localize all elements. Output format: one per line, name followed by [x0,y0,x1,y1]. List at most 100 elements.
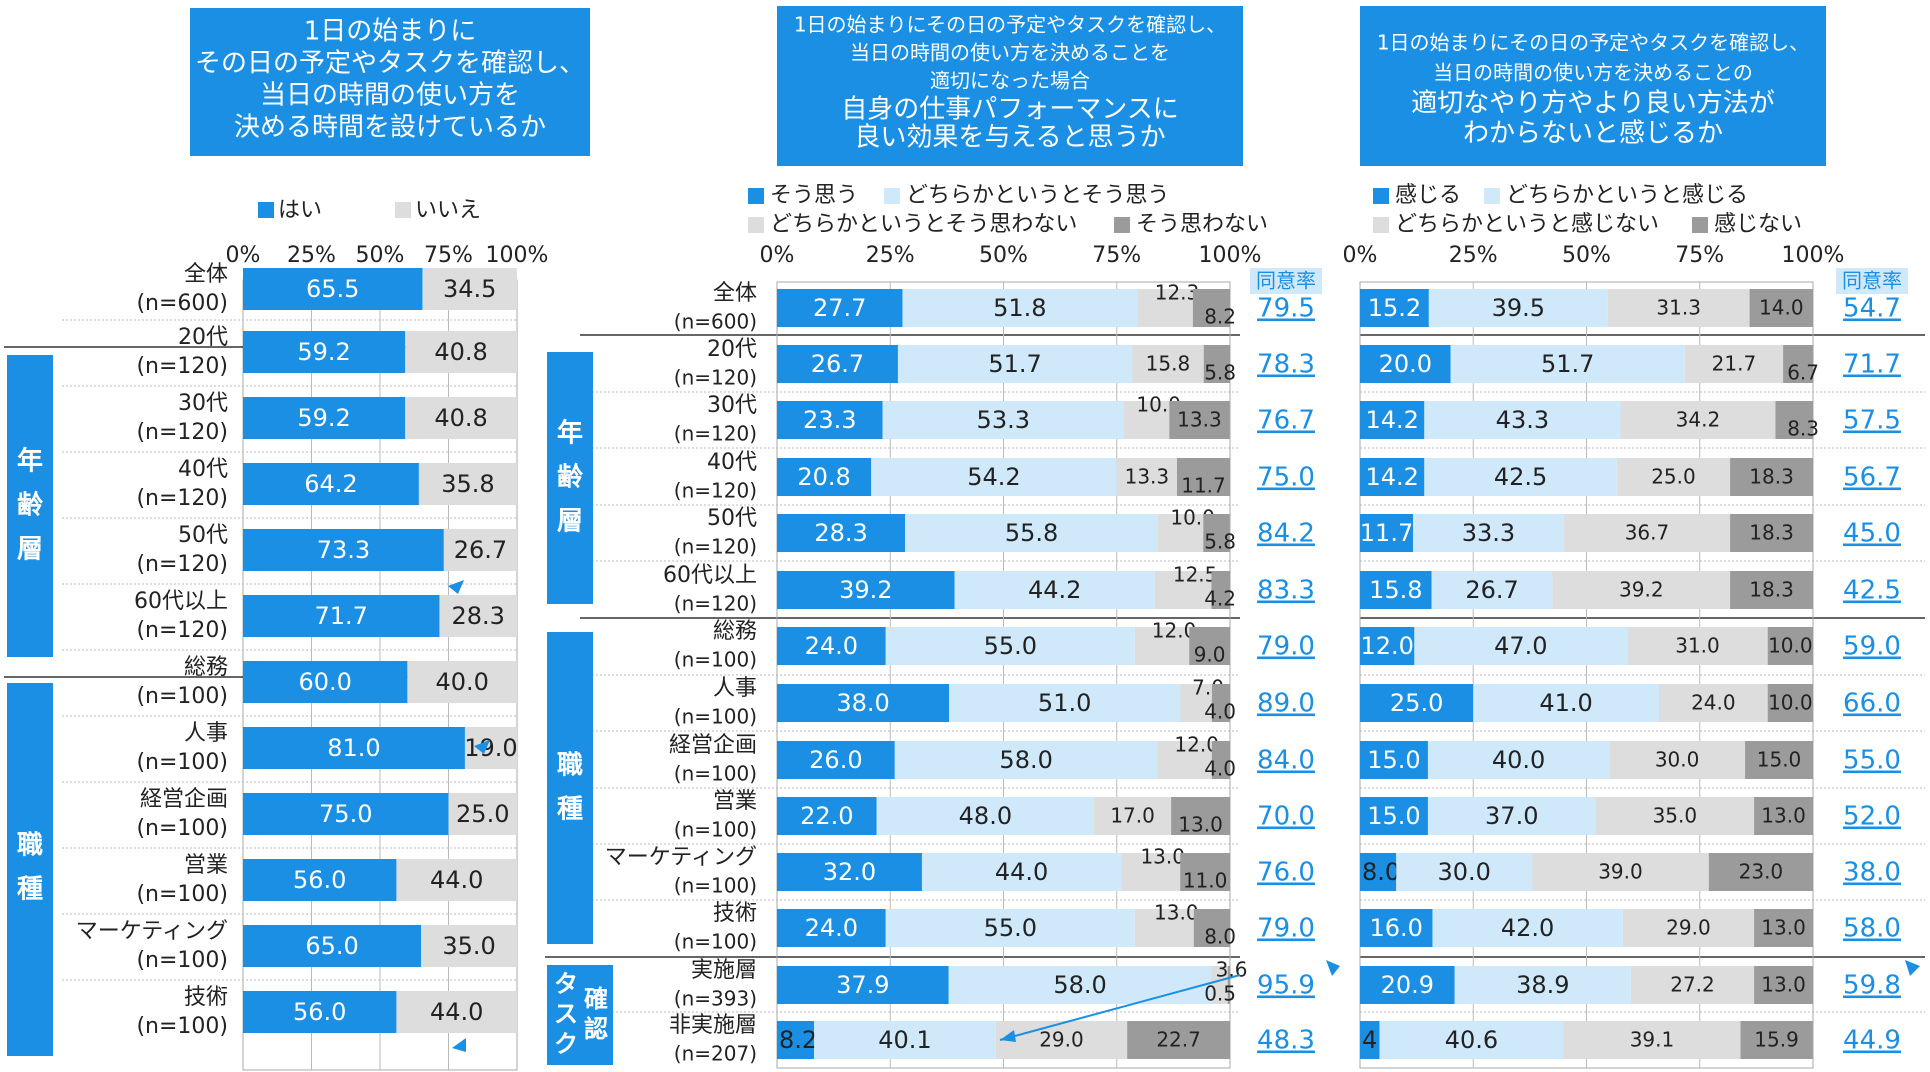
panel2-bar-segment [1137,289,1193,327]
panel3-bar-value: 24.0 [1691,691,1736,715]
panel3-agree-value: 59.0 [1843,632,1901,662]
panel3-agree-value: 44.9 [1843,1026,1901,1056]
panel2-legend-label: そう思わない [1136,212,1268,237]
panel1-bar-value: 34.5 [443,275,496,303]
panel1-bar-segment [243,925,422,967]
panel3-agree-value: 59.8 [1843,971,1901,1001]
panel3-bar-value: 37.0 [1485,802,1538,830]
panel1-bar-value: 71.7 [315,602,368,630]
panel3-bar-value: 30.0 [1437,858,1490,886]
panel1-bar-value: 44.0 [430,998,483,1026]
panel2-row-label: 50代 [707,506,757,531]
panel2-bar-segment [777,797,877,835]
panel2-row-label: 営業 [713,789,757,814]
panel2-bar-segment [1203,514,1230,552]
panel3-axis-tick: 75% [1675,243,1724,268]
panel2-age-group-char: 層 [557,507,583,537]
panel1-bar-segment [407,661,517,703]
panel1-bar-value: 28.3 [452,602,505,630]
panel2-bar-value: 58.0 [999,746,1052,774]
panel3-bar-value: 21.7 [1712,352,1757,376]
panel2-bar-segment [777,345,898,383]
panel2-axis-tick: 100% [1199,243,1262,268]
panel2-agree-value: 76.7 [1257,406,1315,436]
panel2-bar-value: 17.0 [1110,804,1155,828]
panel1-row-label: 総務 [184,655,228,680]
annotation-arrowhead [1326,960,1340,976]
panel1-bar-segment [405,331,517,373]
panel3-bar-value: 14.2 [1365,463,1418,491]
panel3-title-line: わからないと感じるか [1463,119,1723,149]
panel2-bar-segment [777,741,895,779]
panel3-bar-value: 11.7 [1360,519,1413,547]
panel2-bar-value: 5.8 [1204,361,1236,385]
panel3-axis-tick: 25% [1449,243,1498,268]
panel2-bar-segment [871,458,1117,496]
panel1-bar-segment [243,727,465,769]
panel2-bar-value: 58.0 [1053,971,1106,999]
panel3-bar-segment [1450,345,1685,383]
panel3-axis-tick: 100% [1782,243,1845,268]
panel2-bar-segment [814,1021,996,1059]
panel3-bar-segment [1424,401,1621,439]
panel2-bar-value: 11.0 [1183,869,1228,893]
panel2-agree-value: 78.3 [1257,350,1315,380]
panel2-bar-segment [1176,458,1230,496]
panel1-row-n: (n=100) [136,684,228,709]
panel1-row-n: (n=120) [136,486,228,511]
panel2-bar-segment [1169,401,1230,439]
panel2-bar-value: 24.0 [805,914,858,942]
panel3-bar-value: 15.0 [1757,748,1802,772]
panel3-bar-value: 15.0 [1367,746,1420,774]
panel1-bar-value: 40.8 [434,338,487,366]
panel3-bar-segment [1745,741,1813,779]
panel3-bar-value: 13.0 [1761,916,1806,940]
panel2-bar-segment [1211,571,1231,609]
panel2-bar-segment [777,514,906,552]
panel3-bar-segment [1740,1021,1813,1059]
panel1-axis-tick: 75% [424,243,473,268]
panel2-bar-segment [1203,345,1230,383]
panel3-agree-value: 42.5 [1843,576,1901,606]
panel2-bar-value: 13.3 [1125,465,1170,489]
panel2-bar-value: 40.1 [878,1026,931,1054]
panel3-bar-value: 27.2 [1670,973,1715,997]
panel1-row-label: 20代 [178,325,228,350]
panel3-bar-value: 15.0 [1367,802,1420,830]
panel2-title-line: 適切になった場合 [930,69,1090,93]
panel2-task-group-char: 認 [584,1015,608,1043]
panel1-bar-value: 44.0 [430,866,483,894]
panel2-bar-value: 24.0 [805,632,858,660]
panel2-row-n: (n=120) [674,479,757,503]
panel3-bar-segment [1360,797,1428,835]
panel2-agree-value: 79.5 [1257,294,1315,324]
panel2-bar-value: 13.3 [1177,408,1222,432]
panel1-legend-swatch [258,202,274,218]
panel2-agree-value: 84.0 [1257,746,1315,776]
panel1-age-group-char: 齢 [17,490,44,521]
panel3-bar-segment [1432,909,1623,947]
panel2-bar-value: 54.2 [967,463,1020,491]
panel1-age-group-char: 年 [17,446,43,477]
panel2-bar-value: 27.7 [813,294,866,322]
panel1-legend-label: いいえ [415,198,481,223]
panel2-bar-value: 9.0 [1194,643,1226,667]
panel3-bar-value: 23.0 [1739,860,1784,884]
panel2-bar-segment [777,1021,815,1059]
panel1-row-n: (n=120) [136,354,228,379]
panel2-task-group-char: タ [554,970,578,998]
panel3-bar-segment [1360,1021,1380,1059]
panel1-bar-segment [396,859,517,901]
panel3-legend-label: 感じる [1395,183,1461,208]
panel1-bar-value: 59.2 [297,338,350,366]
panel2-bar-value: 15.8 [1146,352,1191,376]
panel2-agree-value: 79.0 [1257,632,1315,662]
panel1-row-label: 60代以上 [134,589,228,614]
panel3-bar-segment [1767,684,1813,722]
panel1-bar-value: 65.5 [306,275,359,303]
panel1-row-n: (n=100) [136,750,228,775]
panel2-row-n: (n=120) [674,422,757,446]
panel3-bar-segment [1454,966,1631,1004]
panel3-bar-segment [1360,458,1425,496]
panel2-bar-value: 55.8 [1005,519,1058,547]
